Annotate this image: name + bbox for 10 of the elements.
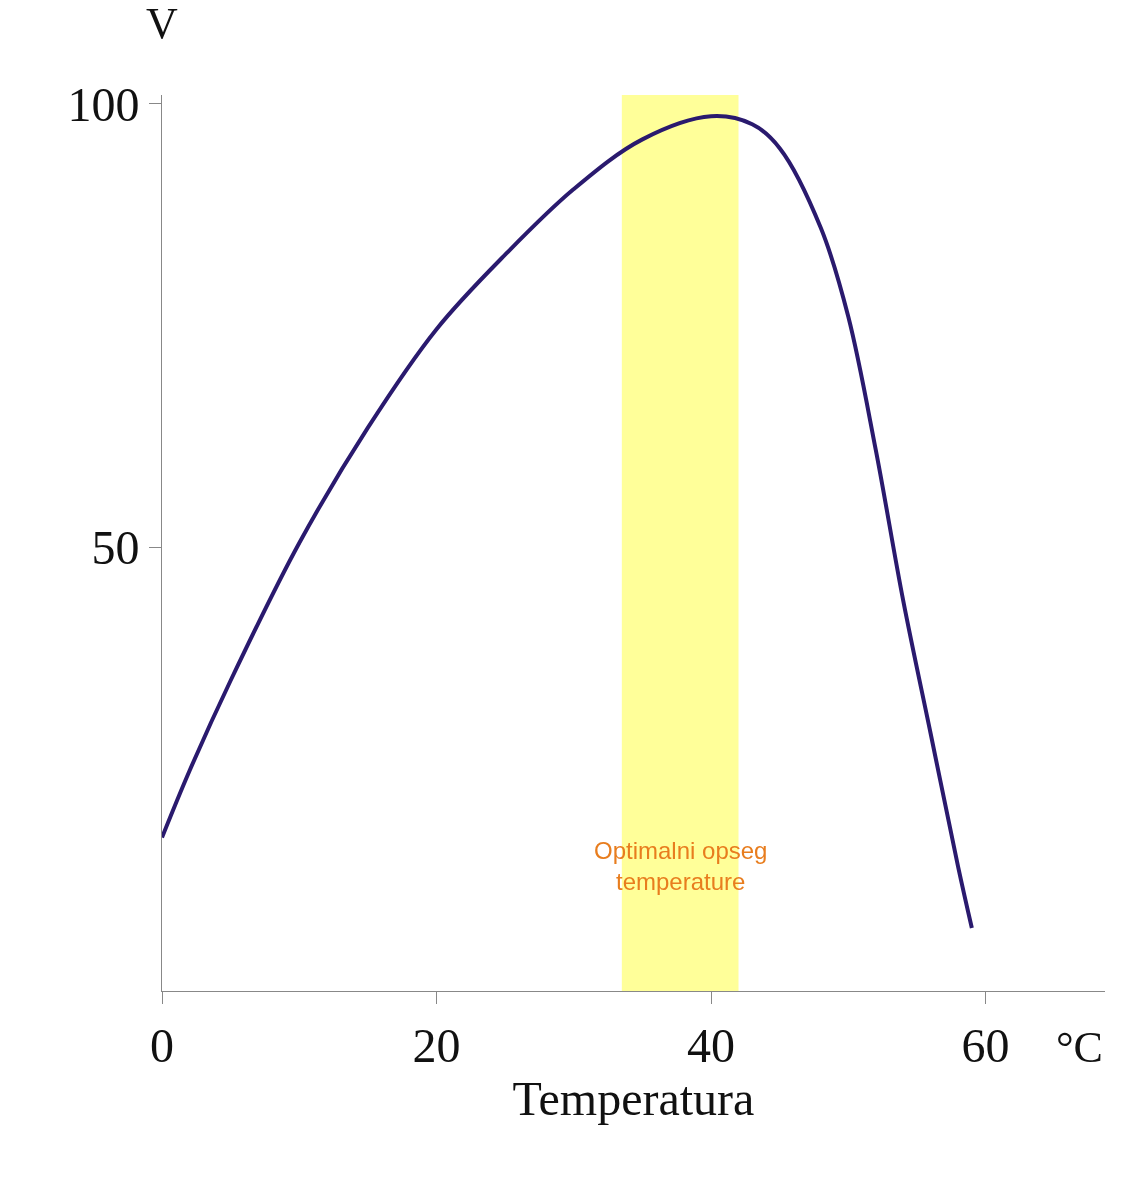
x-axis-title: Temperatura xyxy=(512,1071,755,1125)
line-series xyxy=(162,114,974,931)
x-tick-label: 60 xyxy=(961,1018,1010,1072)
x-tick-label: 40 xyxy=(687,1018,736,1072)
y-tick-label: 100 xyxy=(67,77,140,131)
x-tick-label: 20 xyxy=(412,1018,461,1072)
text: °C xyxy=(1056,1023,1103,1072)
x-tick-label: 0 xyxy=(150,1018,174,1072)
y-tick-label: 50 xyxy=(91,521,140,575)
y-axis-title: V xyxy=(146,0,178,48)
